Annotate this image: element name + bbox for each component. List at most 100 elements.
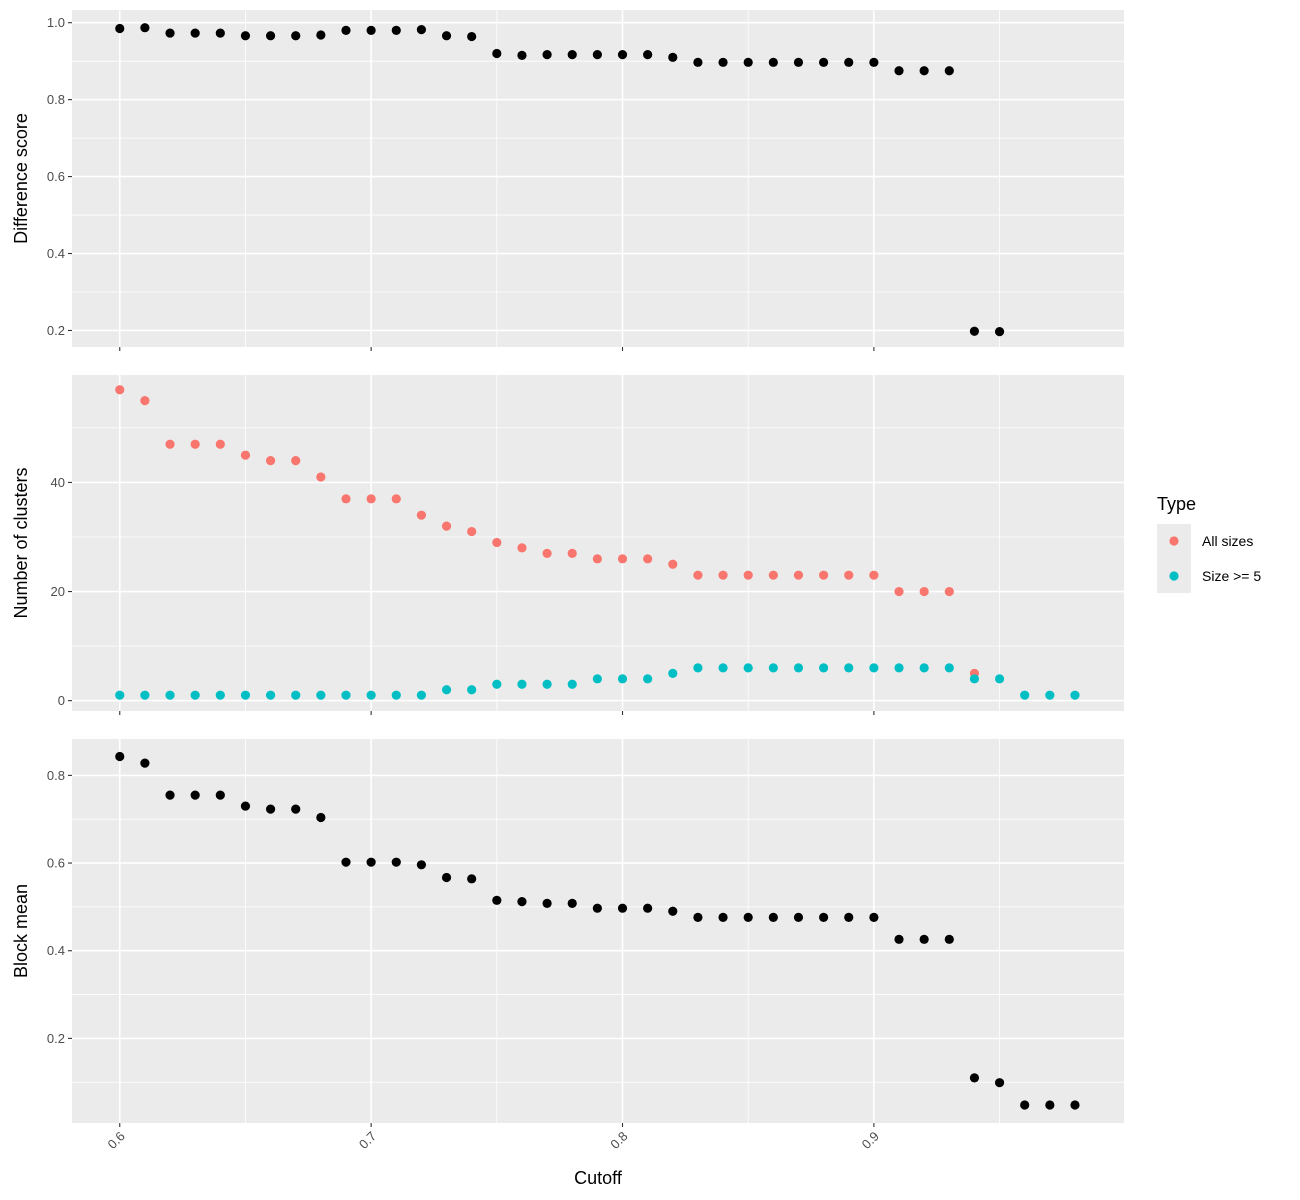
data-point (542, 548, 552, 558)
data-point (793, 57, 804, 67)
series-all-sizes (115, 385, 980, 678)
y-tick-label: 0.8 (47, 92, 65, 107)
data-point (165, 690, 175, 700)
data-point (693, 663, 703, 673)
y-tick-label: 0 (58, 693, 65, 708)
data-point (668, 906, 678, 916)
data-point (416, 510, 427, 520)
data-point (894, 934, 904, 944)
data-point (467, 685, 477, 695)
data-point (291, 31, 301, 41)
data-point (441, 31, 452, 41)
data-point (391, 25, 401, 35)
series-1 (115, 751, 1080, 1110)
data-point (366, 494, 376, 504)
data-point (693, 57, 703, 67)
data-point (492, 537, 502, 548)
data-point (894, 586, 904, 597)
data-point (1045, 690, 1055, 700)
data-point (391, 494, 401, 504)
data-point (919, 934, 929, 944)
data-point (416, 25, 427, 35)
y-tick-label: 0.6 (47, 856, 65, 871)
data-point (819, 912, 829, 923)
data-point (718, 570, 728, 580)
y-tick-label: 1.0 (47, 15, 65, 30)
y-tick-label: 0.4 (47, 246, 65, 261)
panel-3: 0.2 0.4 0.6 0.8 Block mean (11, 739, 1124, 1127)
data-point (844, 663, 854, 673)
data-point (944, 66, 954, 76)
data-point (140, 690, 150, 700)
data-point (291, 690, 301, 700)
data-point (140, 23, 150, 33)
data-point (919, 663, 929, 673)
data-point (441, 685, 452, 695)
data-point (517, 50, 527, 60)
data-point (994, 1078, 1005, 1088)
data-point (567, 548, 577, 558)
data-point (140, 396, 150, 406)
data-point (190, 439, 200, 449)
data-point (115, 385, 125, 395)
legend-key-background (1157, 524, 1191, 593)
data-point (165, 439, 175, 449)
data-point (944, 586, 954, 597)
data-point (668, 52, 678, 62)
data-point (668, 668, 678, 678)
data-point (567, 50, 577, 60)
data-point (844, 570, 854, 580)
data-point (240, 450, 251, 460)
data-point (115, 751, 125, 762)
y-tick-label: 0.6 (47, 169, 65, 184)
data-point (944, 934, 954, 944)
data-point (718, 912, 728, 923)
data-point (215, 439, 225, 449)
y-axis-title: Number of clusters (11, 467, 31, 618)
data-point (793, 912, 804, 923)
data-point (869, 912, 879, 923)
data-point (743, 57, 753, 67)
data-point (844, 57, 854, 67)
data-point (668, 559, 678, 569)
data-point (265, 456, 276, 466)
x-tick-label: 0.9 (859, 1129, 882, 1152)
data-point (894, 663, 904, 673)
data-point (643, 50, 653, 60)
data-point (844, 912, 854, 923)
x-tick-label: 0.6 (104, 1129, 127, 1152)
data-point (391, 690, 401, 700)
data-point (944, 663, 954, 673)
data-point (467, 874, 477, 884)
data-point (265, 31, 276, 41)
data-point (316, 690, 326, 700)
data-point (819, 663, 829, 673)
data-point (819, 57, 829, 67)
data-point (441, 872, 452, 883)
data-point (1070, 1100, 1080, 1110)
panel-background (72, 375, 1124, 711)
data-point (391, 857, 401, 867)
data-point (190, 790, 200, 800)
data-point (643, 674, 653, 684)
data-point (768, 57, 778, 67)
data-point (693, 912, 703, 923)
data-point (617, 903, 628, 913)
data-point (592, 674, 602, 684)
data-point (265, 804, 276, 814)
data-point (140, 758, 150, 768)
data-point (215, 690, 225, 700)
legend-label: All sizes (1202, 533, 1253, 549)
data-point (969, 1073, 980, 1083)
data-point (165, 28, 175, 38)
data-point (869, 570, 879, 580)
y-tick-label: 20 (51, 584, 65, 599)
panel-background (72, 739, 1124, 1123)
data-point (517, 679, 527, 689)
y-tick-label: 0.2 (47, 1031, 65, 1046)
legend: Type All sizes Size >= 5 (1157, 494, 1261, 593)
data-point (316, 472, 326, 482)
x-tick-label: 0.8 (607, 1129, 630, 1152)
data-point (215, 28, 225, 38)
